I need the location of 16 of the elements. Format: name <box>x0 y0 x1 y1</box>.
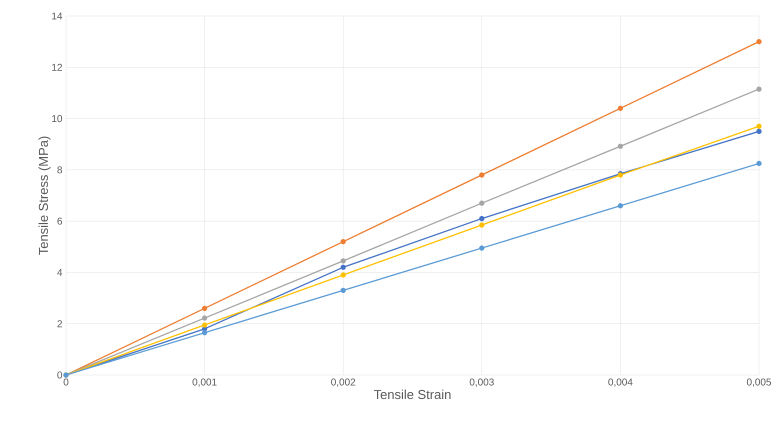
y-tick-label: 4 <box>57 268 62 276</box>
y-tick-label: 2 <box>57 320 62 328</box>
x-tick-label: 0 <box>64 378 68 386</box>
x-tick-label: 0,003 <box>470 378 494 387</box>
x-tick-label: 0,004 <box>608 378 633 387</box>
x-axis-title: Tensile Strain <box>374 390 451 400</box>
y-tick-label: 8 <box>57 166 62 174</box>
y-tick-label: 10 <box>52 115 62 122</box>
y-tick-label: 12 <box>52 64 62 71</box>
y-tick-label: 0 <box>57 371 62 379</box>
y-axis-title: Tensile Stress (MPa) <box>38 136 51 255</box>
y-tick-label: 14 <box>52 12 62 20</box>
x-tick-label: 0,001 <box>192 378 217 387</box>
x-tick-label: 0,005 <box>746 378 772 387</box>
x-tick-label: 0,002 <box>331 378 356 387</box>
y-tick-label: 6 <box>57 218 62 225</box>
